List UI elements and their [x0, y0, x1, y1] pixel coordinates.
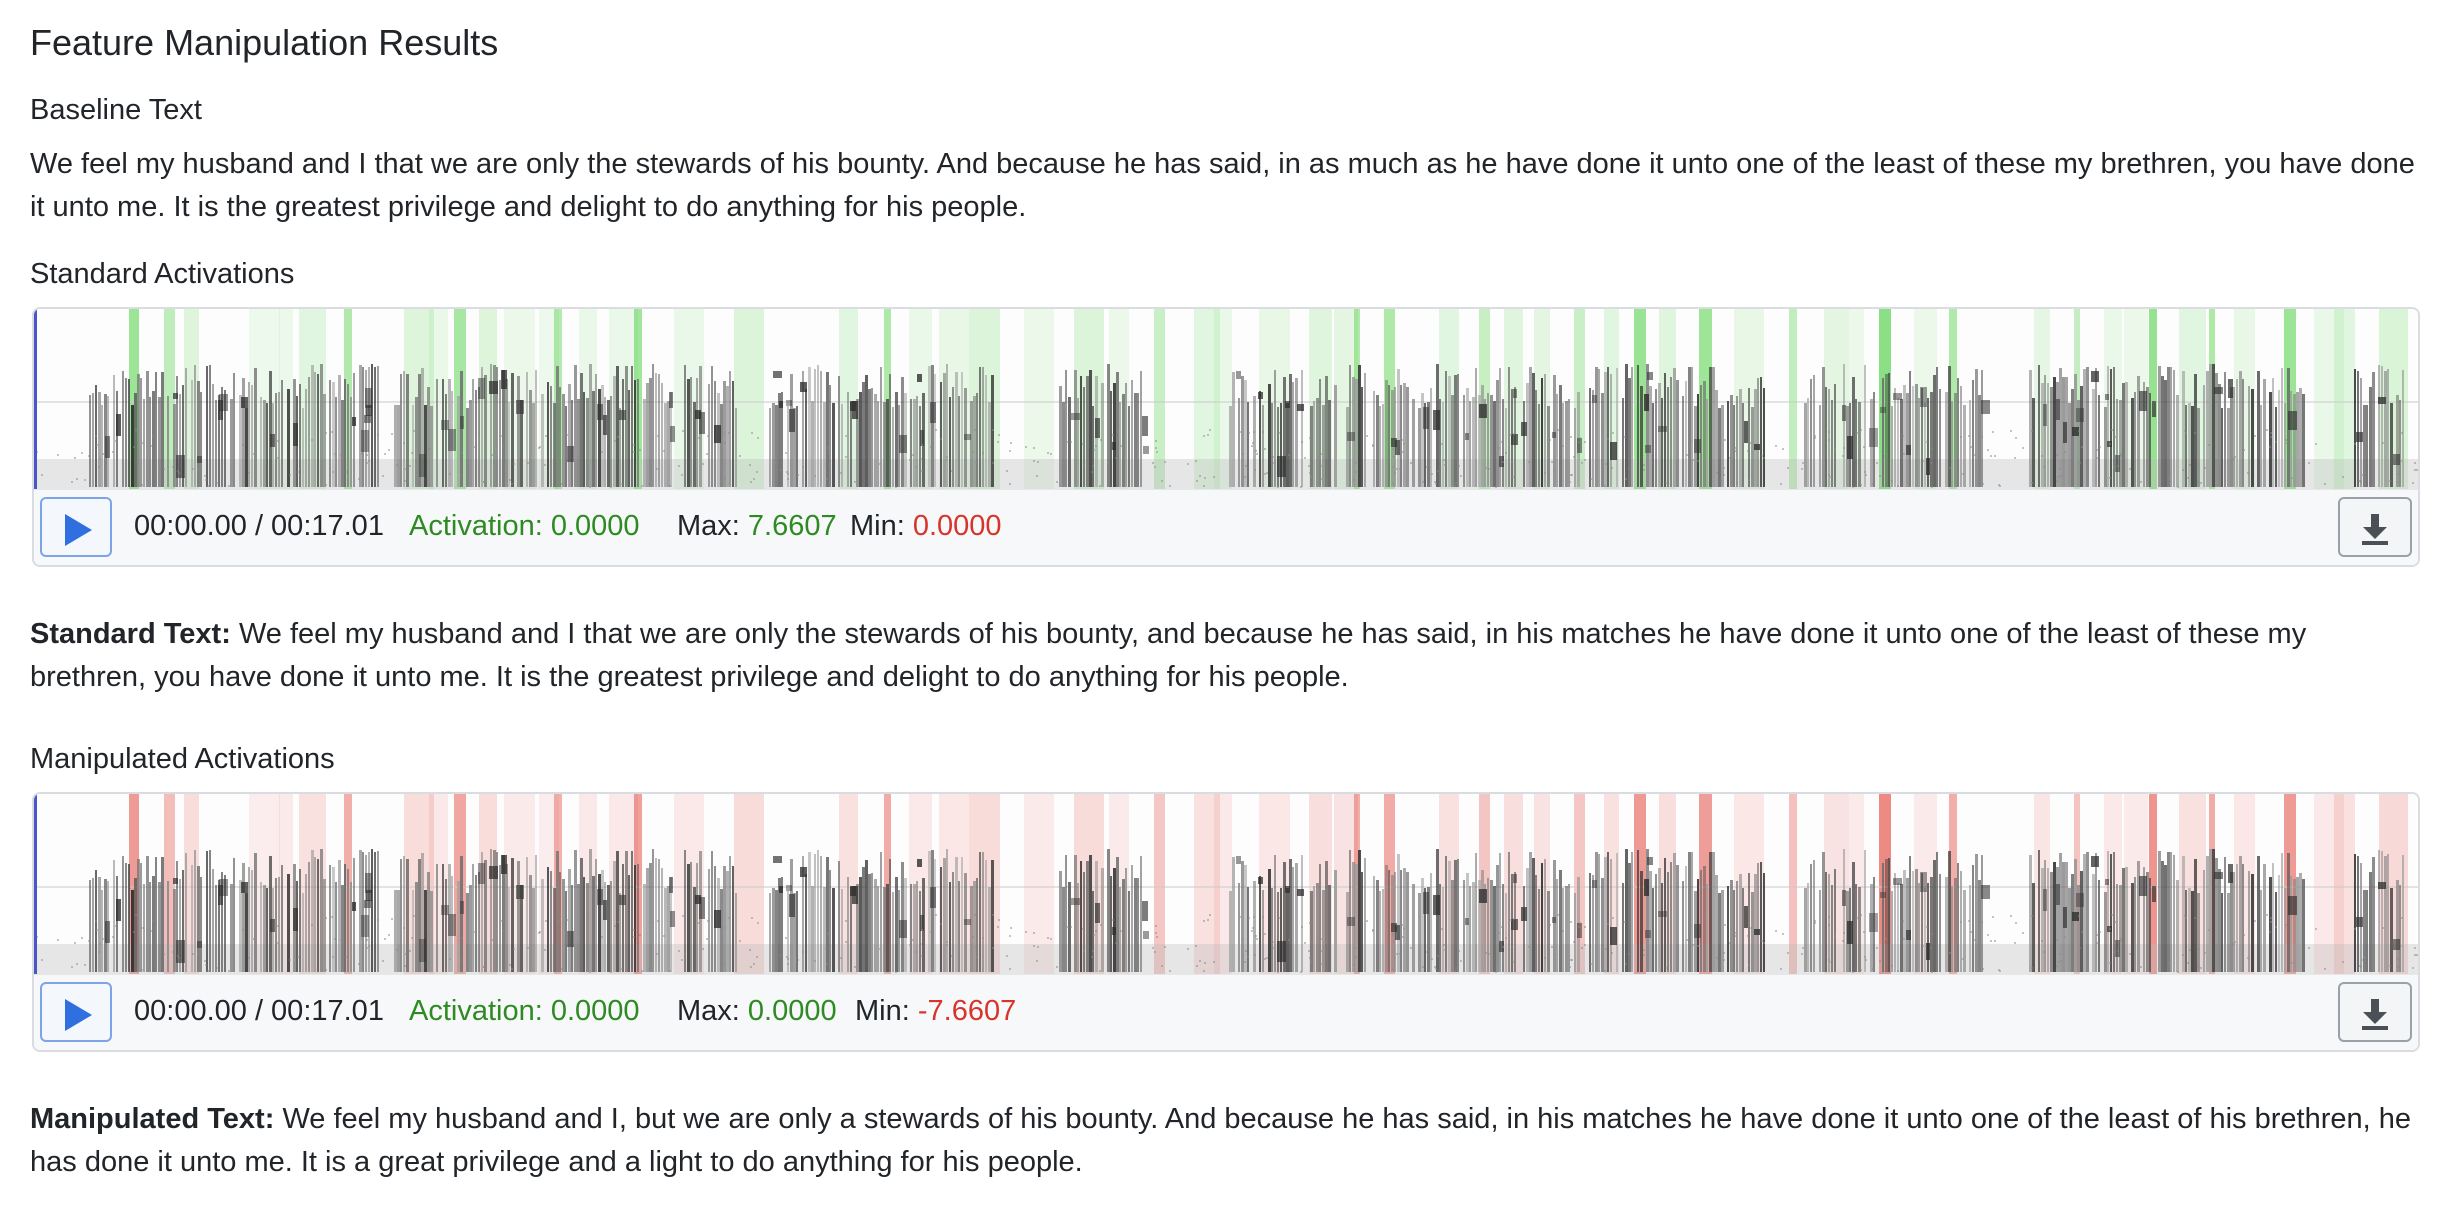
standard-max-value: 7.6607 [747, 510, 837, 542]
page-title: Feature Manipulation Results [30, 22, 499, 63]
manipulated-max: Max: 0.0000 [677, 991, 837, 1031]
manipulated-min: Min: -7.6607 [855, 991, 1016, 1031]
standard-spectrogram[interactable] [34, 309, 2418, 489]
manipulated-activation-value: 0.0000 [550, 995, 640, 1027]
play-icon [65, 514, 92, 546]
standard-min: Min: 0.0000 [850, 506, 1002, 546]
manipulated-heading: Manipulated Activations [30, 743, 335, 775]
playback-cursor[interactable] [34, 309, 37, 489]
standard-activation-value: 0.0000 [550, 510, 640, 542]
standard-max: Max: 7.6607 [677, 506, 837, 546]
manipulated-max-value: 0.0000 [747, 995, 837, 1027]
play-icon [65, 999, 92, 1031]
standard-transcript: Standard Text: We feel my husband and I … [30, 613, 2420, 699]
manipulated-min-value: -7.6607 [917, 995, 1017, 1027]
manipulated-spectrogram[interactable] [34, 794, 2418, 974]
standard-play-button[interactable] [40, 497, 112, 557]
standard-min-value: 0.0000 [912, 510, 1002, 542]
manipulated-controls: 00:00.00 / 00:17.01 Activation: 0.0000 M… [34, 974, 2418, 1050]
download-icon [2362, 514, 2388, 545]
standard-audio-player: 00:00.00 / 00:17.01 Activation: 0.0000 M… [32, 307, 2420, 567]
baseline-text: We feel my husband and I that we are onl… [30, 148, 2415, 223]
manipulated-text-label: Manipulated Text: [30, 1103, 275, 1135]
manipulated-play-button[interactable] [40, 982, 112, 1042]
standard-min-label: Min: [850, 510, 905, 542]
playback-cursor[interactable] [34, 794, 37, 974]
standard-text: We feel my husband and I that we are onl… [30, 618, 2307, 693]
manipulated-audio-player: 00:00.00 / 00:17.01 Activation: 0.0000 M… [32, 792, 2420, 1052]
manipulated-transcript: Manipulated Text: We feel my husband and… [30, 1098, 2420, 1184]
manipulated-text: We feel my husband and I, but we are onl… [30, 1103, 2411, 1178]
standard-activation-label: Activation: 0.0000 [409, 510, 640, 542]
standard-heading: Standard Activations [30, 258, 295, 290]
manipulated-download-button[interactable] [2338, 982, 2412, 1042]
baseline-heading: Baseline Text [30, 94, 202, 126]
manipulated-max-label: Max: [677, 995, 740, 1027]
standard-download-button[interactable] [2338, 497, 2412, 557]
standard-controls: 00:00.00 / 00:17.01 Activation: 0.0000 M… [34, 489, 2418, 565]
download-icon [2362, 999, 2388, 1030]
manipulated-activation-label: Activation: 0.0000 [409, 995, 640, 1027]
manipulated-min-label: Min: [855, 995, 910, 1027]
standard-text-label: Standard Text: [30, 618, 231, 650]
manipulated-time: 00:00.00 / 00:17.01 [134, 995, 384, 1027]
standard-time: 00:00.00 / 00:17.01 [134, 510, 384, 542]
standard-max-label: Max: [677, 510, 740, 542]
